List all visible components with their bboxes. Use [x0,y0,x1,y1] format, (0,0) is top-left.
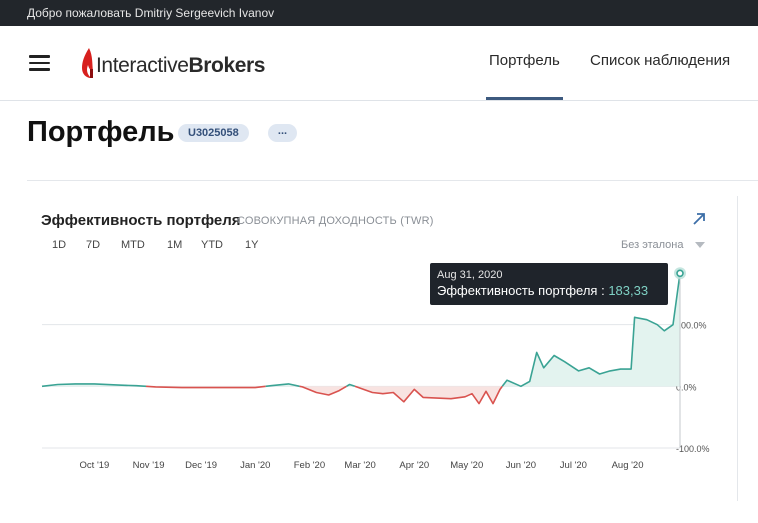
x-tick-label: Aug '20 [612,460,644,471]
tooltip-label: Эффективность портфеля : [437,283,605,298]
loss-line [354,385,503,405]
y-tick-label: 0.0% [676,382,697,392]
loss-line [145,385,266,389]
chart-tooltip: Aug 31, 2020 Эффективность портфеля : 18… [430,263,668,305]
period-ytd[interactable]: YTD [201,239,223,251]
x-tick-label: Feb '20 [294,460,325,471]
app-header: InteractiveBrokers Портфель Список наблю… [0,26,758,101]
gain-line [346,383,356,388]
nav-portfolio-tab[interactable]: Портфель [486,52,563,100]
chart-subtitle: СОВОКУПНАЯ ДОХОДНОСТЬ (TWR) [237,215,434,227]
x-tick-label: Jun '20 [506,460,536,471]
ib-logo[interactable]: InteractiveBrokers [80,46,265,80]
ib-logo-flame-icon [82,48,93,78]
loss-area [299,386,347,395]
loss-line [299,385,347,396]
tooltip-value: 183,33 [608,283,649,298]
highlight-point [676,269,684,278]
benchmark-select[interactable]: Без эталона [621,239,684,251]
x-tick-label: Nov '19 [133,460,165,471]
x-tick-label: May '20 [450,460,483,471]
nav-watchlist-tab[interactable]: Список наблюдения [590,52,731,69]
loss-area [354,386,503,404]
x-tick-label: Dec '19 [185,460,217,471]
account-id-badge[interactable]: U3025058 [178,124,249,142]
x-tick-label: Jan '20 [240,460,270,471]
expand-arrow-icon[interactable] [692,212,706,226]
period-mtd[interactable]: MTD [121,239,145,251]
gain-line [501,273,681,388]
x-tick-label: Oct '19 [80,460,110,471]
period-1d[interactable]: 1D [52,239,67,251]
y-tick-label: 100.0% [676,321,707,331]
y-tick-label: -100.0% [676,444,710,454]
welcome-text: Добро пожаловать Dmitriy Sergeevich Ivan… [27,6,275,20]
tooltip-value-line: Эффективность портфеля : 183,33 [437,283,648,298]
x-tick-label: Apr '20 [399,460,429,471]
period-1m[interactable]: 1M [167,239,183,251]
section-divider [27,180,758,181]
logo-part-2: Brokers [188,54,266,77]
x-tick-label: Jul '20 [560,460,587,471]
period-1y[interactable]: 1Y [245,239,259,251]
gain-line [265,383,300,388]
ib-logo-text: InteractiveBrokers [96,54,265,78]
page-title: Портфель [27,116,175,148]
gain-area [502,273,680,387]
logo-part-1: Interactive [96,54,189,77]
chart-title: Эффективность портфеля [41,212,241,229]
gain-line [41,383,147,388]
more-options-button[interactable]: ... [268,124,297,142]
benchmark-dropdown-icon[interactable] [695,242,705,248]
card-divider [737,196,738,501]
menu-icon[interactable] [29,55,50,71]
x-tick-label: Mar '20 [344,460,375,471]
period-7d[interactable]: 7D [86,239,101,251]
tooltip-date: Aug 31, 2020 [437,269,503,281]
welcome-bar: Добро пожаловать Dmitriy Sergeevich Ivan… [0,0,758,26]
